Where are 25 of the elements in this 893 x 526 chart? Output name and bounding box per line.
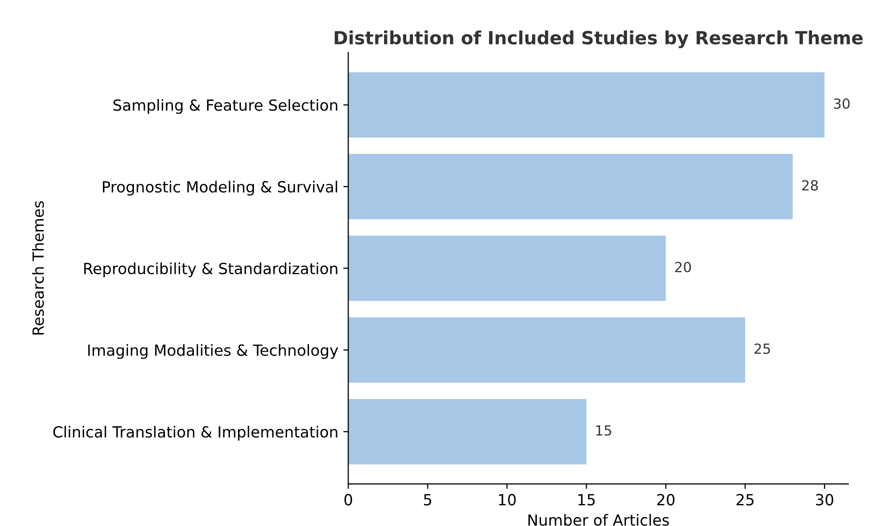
y-tick-label: Sampling & Feature Selection <box>113 99 338 114</box>
y-tick-label: Reproducibility & Standardization <box>84 262 338 278</box>
x-tick-label: 5 <box>424 494 432 506</box>
data-label: 28 <box>802 180 818 191</box>
bar <box>348 72 825 138</box>
bar <box>348 154 793 220</box>
x-tick-label: 10 <box>498 494 516 506</box>
bar <box>348 398 586 464</box>
x-tick-label: 20 <box>657 494 674 506</box>
data-label: 30 <box>834 98 850 109</box>
x-tick-label: 25 <box>736 494 754 506</box>
x-axis-title: Number of Articles <box>528 514 669 526</box>
y-axis-title: Research Themes <box>32 201 44 335</box>
data-label: 15 <box>596 425 612 436</box>
x-tick-label: 15 <box>578 494 595 506</box>
y-tick-label: Imaging Modalities & Technology <box>88 344 338 359</box>
x-tick-label: 30 <box>816 494 834 506</box>
y-tick-label: Clinical Translation & Implementation <box>53 426 338 441</box>
data-label: 20 <box>675 262 691 272</box>
y-tick-label: Prognostic Modeling & Survival <box>102 180 338 196</box>
chart-title: Distribution of Included Studies by Research Theme <box>334 30 863 48</box>
data-label: 25 <box>754 343 770 354</box>
bar <box>348 236 666 301</box>
x-tick-label: 0 <box>344 494 352 506</box>
bar <box>348 317 746 383</box>
